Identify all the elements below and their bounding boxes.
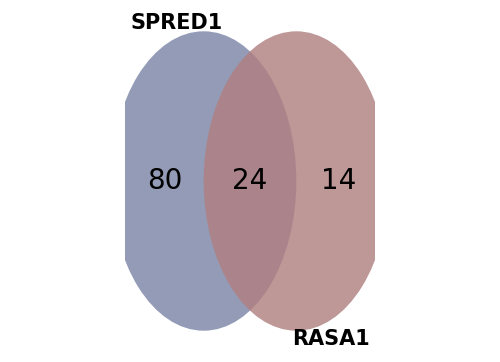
Text: 14: 14 <box>322 167 356 195</box>
Text: RASA1: RASA1 <box>292 329 370 349</box>
Ellipse shape <box>111 31 296 331</box>
Ellipse shape <box>204 31 389 331</box>
Text: SPRED1: SPRED1 <box>130 13 222 33</box>
Text: 24: 24 <box>232 167 268 195</box>
Text: 80: 80 <box>147 167 182 195</box>
